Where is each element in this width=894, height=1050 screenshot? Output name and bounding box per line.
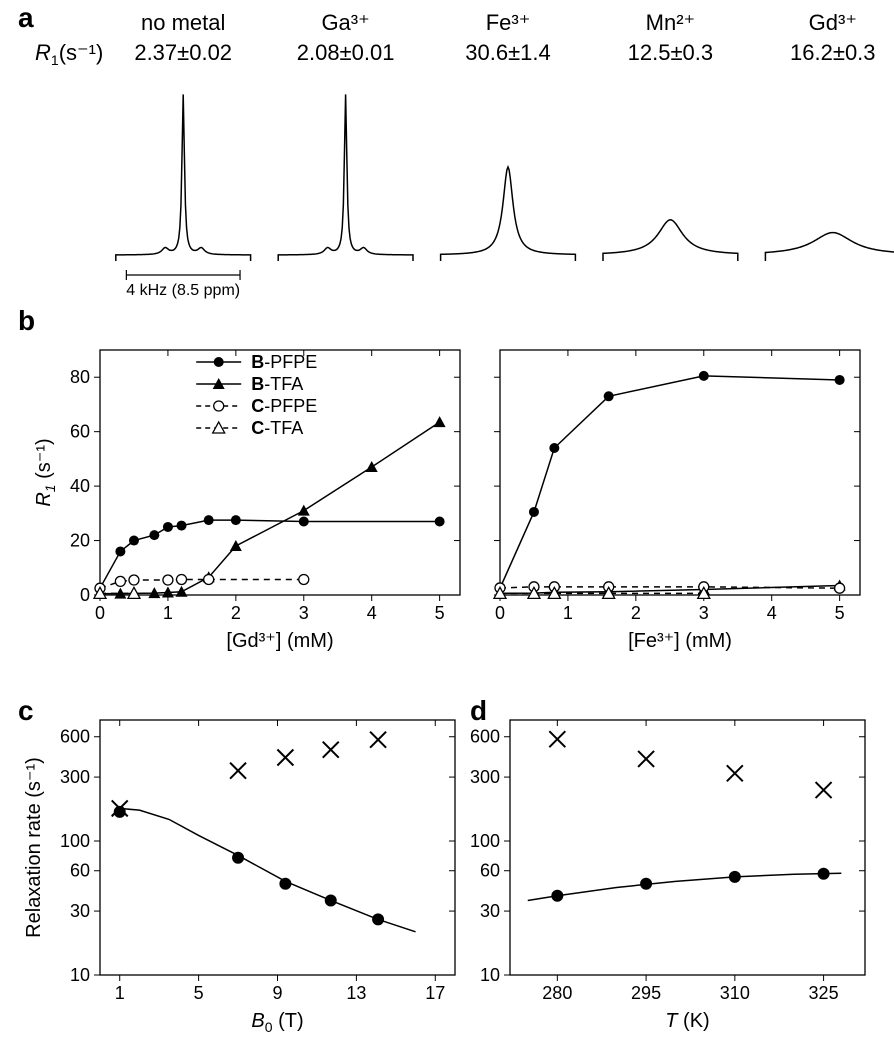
svg-text:12.5±0.3: 12.5±0.3 — [628, 40, 713, 65]
svg-text:Mn²⁺: Mn²⁺ — [646, 10, 696, 35]
svg-text:280: 280 — [542, 983, 572, 1003]
svg-text:5: 5 — [835, 603, 845, 623]
svg-text:600: 600 — [60, 727, 90, 747]
svg-text:310: 310 — [720, 983, 750, 1003]
svg-text:5: 5 — [435, 603, 445, 623]
svg-text:325: 325 — [809, 983, 839, 1003]
svg-text:2.08±0.01: 2.08±0.01 — [297, 40, 395, 65]
svg-text:13: 13 — [346, 983, 366, 1003]
svg-text:300: 300 — [470, 767, 500, 787]
panel-a-svg: R1(s⁻¹) no metal 2.37±0.02 Ga³⁺ 2.08±0.01 Fe³… — [0, 0, 894, 300]
svg-text:80: 80 — [70, 367, 90, 387]
svg-text:Fe³⁺: Fe³⁺ — [486, 10, 531, 35]
svg-text:1: 1 — [163, 603, 173, 623]
svg-text:4: 4 — [367, 603, 377, 623]
svg-text:2: 2 — [231, 603, 241, 623]
svg-text:16.2±0.3: 16.2±0.3 — [790, 40, 875, 65]
svg-text:R1(s⁻¹): R1(s⁻¹) — [35, 40, 103, 68]
svg-text:R1 (s⁻¹): R1 (s⁻¹) — [33, 438, 58, 506]
svg-text:Ga³⁺: Ga³⁺ — [321, 10, 369, 35]
svg-text:9: 9 — [272, 983, 282, 1003]
svg-text:Relaxation rate (s⁻¹): Relaxation rate (s⁻¹) — [23, 757, 45, 938]
svg-text:300: 300 — [60, 767, 90, 787]
svg-text:no metal: no metal — [141, 10, 225, 35]
svg-text:3: 3 — [299, 603, 309, 623]
svg-text:5: 5 — [194, 983, 204, 1003]
svg-text:1: 1 — [563, 603, 573, 623]
svg-text:295: 295 — [631, 983, 661, 1003]
svg-text:600: 600 — [470, 727, 500, 747]
svg-text:10: 10 — [480, 965, 500, 985]
svg-text:0: 0 — [95, 603, 105, 623]
svg-text:B0 (T): B0 (T) — [251, 1010, 303, 1035]
figure-root: a b c d R1(s⁻¹)no metal2.37±0.02Ga³⁺2.08… — [0, 0, 894, 1050]
svg-text:0: 0 — [495, 603, 505, 623]
svg-text:Gd³⁺: Gd³⁺ — [809, 10, 857, 35]
svg-text:30: 30 — [480, 901, 500, 921]
svg-text:C-PFPE: C-PFPE — [251, 396, 317, 416]
svg-text:2.37±0.02: 2.37±0.02 — [134, 40, 232, 65]
panel-b-svg: 0 20 40 60 80 0 1 2 3 4 5 [Gd³⁺] (mM) 0 1 2 3 4 5 [Fe³⁺] (… — [0, 320, 894, 700]
svg-text:0: 0 — [80, 585, 90, 605]
svg-text:B-PFPE: B-PFPE — [251, 352, 317, 372]
svg-text:4: 4 — [767, 603, 777, 623]
svg-text:10: 10 — [70, 965, 90, 985]
svg-text:17: 17 — [425, 983, 445, 1003]
svg-text:60: 60 — [480, 861, 500, 881]
svg-text:60: 60 — [70, 861, 90, 881]
svg-text:C-TFA: C-TFA — [251, 418, 303, 438]
svg-text:2: 2 — [631, 603, 641, 623]
svg-text:[Fe³⁺] (mM): [Fe³⁺] (mM) — [628, 630, 732, 652]
svg-text:3: 3 — [699, 603, 709, 623]
svg-text:[Gd³⁺] (mM): [Gd³⁺] (mM) — [226, 630, 333, 652]
svg-text:B-TFA: B-TFA — [251, 374, 303, 394]
panel-cd-svg: 10 30 60 100 300 600 1 5 9 13 17 B0 (T) Relaxation r… — [0, 695, 894, 1050]
svg-text:100: 100 — [60, 831, 90, 851]
svg-text:100: 100 — [470, 831, 500, 851]
svg-text:1: 1 — [115, 983, 125, 1003]
svg-text:T (K): T (K) — [665, 1010, 709, 1032]
svg-text:4 kHz (8.5 ppm): 4 kHz (8.5 ppm) — [126, 282, 240, 299]
svg-text:30: 30 — [70, 901, 90, 921]
svg-text:20: 20 — [70, 531, 90, 551]
svg-text:40: 40 — [70, 476, 90, 496]
svg-text:60: 60 — [70, 422, 90, 442]
svg-text:30.6±1.4: 30.6±1.4 — [465, 40, 550, 65]
